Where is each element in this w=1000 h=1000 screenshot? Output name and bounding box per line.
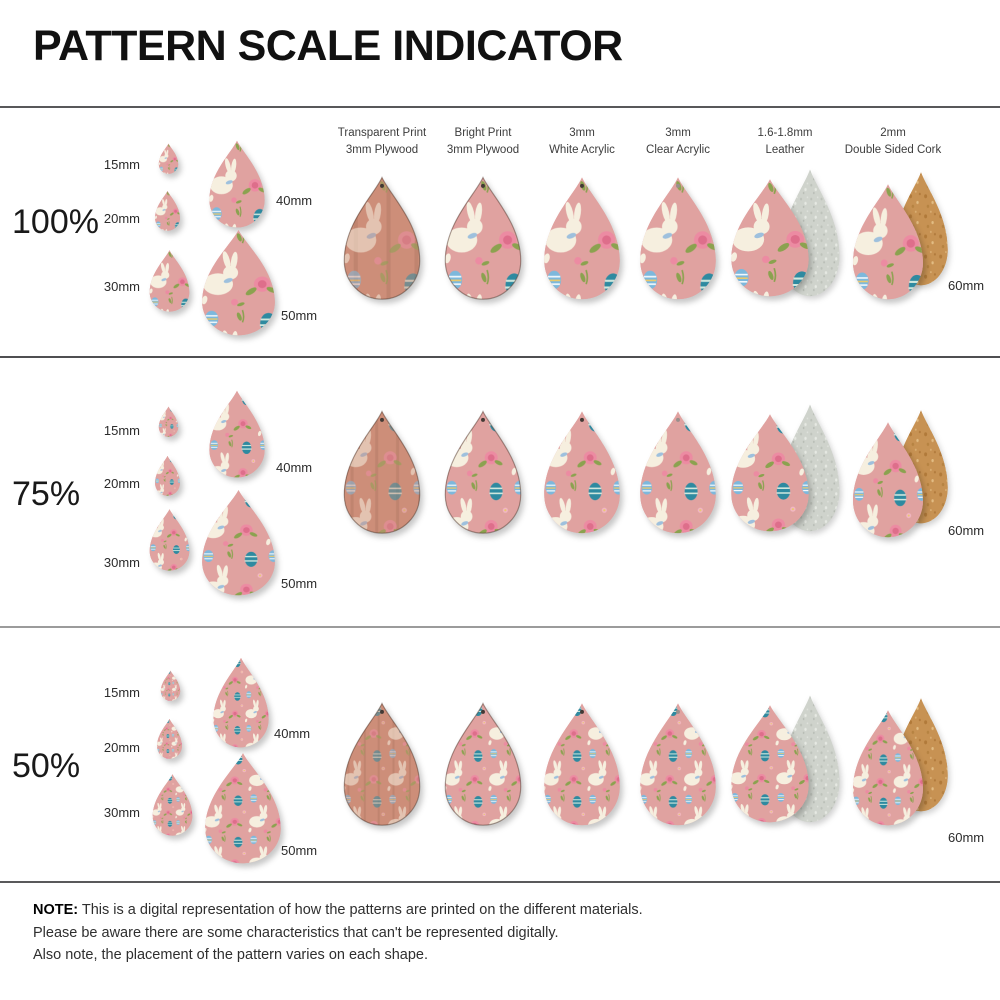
leather-drop-pair bbox=[728, 693, 853, 828]
size-label-30mm: 30mm bbox=[103, 279, 140, 294]
teardrop-white-acrylic bbox=[541, 701, 623, 826]
material-header-line2: 3mm Plywood bbox=[345, 143, 419, 156]
teardrop-leather-front bbox=[728, 177, 812, 297]
divider bbox=[0, 106, 1000, 108]
material-header-line2: Double Sided Cork bbox=[844, 143, 942, 156]
scale-label: 50% bbox=[12, 747, 81, 785]
note-text-1: This is a digital representation of how … bbox=[81, 902, 643, 918]
size-label-30mm: 30mm bbox=[103, 555, 140, 570]
material-header-leather: 1.6-1.8mm Leather bbox=[720, 125, 850, 158]
teardrop-15mm bbox=[158, 406, 179, 437]
material-header-transparent-plywood: Transparent Print 3mm Plywood bbox=[317, 125, 447, 158]
teardrop-transparent-plywood bbox=[341, 701, 423, 826]
divider bbox=[0, 626, 1000, 628]
teardrop-bright-plywood bbox=[442, 175, 524, 300]
teardrop-30mm bbox=[148, 249, 191, 312]
size-label-20mm: 20mm bbox=[103, 211, 140, 226]
material-header-line1: 3mm bbox=[665, 127, 691, 139]
size-label-40mm: 40mm bbox=[276, 460, 313, 475]
material-header-line1: Bright Print bbox=[454, 127, 512, 139]
cork-drop-pair bbox=[850, 696, 975, 831]
material-header-line2: Leather bbox=[765, 143, 805, 156]
size-label-50mm: 50mm bbox=[281, 576, 318, 591]
size-label-15mm: 15mm bbox=[103, 685, 140, 700]
size-label-40mm: 40mm bbox=[274, 726, 311, 741]
cork-drop-pair bbox=[850, 408, 975, 543]
material-header-bright-plywood: Bright Print 3mm Plywood bbox=[418, 125, 548, 158]
note-line-2: Please be aware there are some character… bbox=[33, 924, 559, 941]
teardrop-bright-plywood bbox=[442, 409, 524, 534]
size-label-40mm: 40mm bbox=[276, 193, 313, 208]
note: NOTE: This is a digital representation o… bbox=[33, 899, 643, 967]
teardrop-30mm bbox=[151, 773, 194, 836]
size-label-15mm: 15mm bbox=[103, 423, 140, 438]
teardrop-20mm bbox=[154, 190, 181, 231]
note-line-1: NOTE: This is a digital representation o… bbox=[33, 899, 643, 922]
teardrop-15mm bbox=[160, 670, 181, 701]
teardrop-50mm bbox=[199, 228, 278, 336]
material-header-cork: 2mm Double Sided Cork bbox=[828, 125, 958, 158]
material-header-line1: 2mm bbox=[880, 127, 906, 139]
teardrop-clear-acrylic bbox=[637, 175, 719, 300]
teardrop-15mm bbox=[158, 143, 179, 174]
note-label: NOTE: bbox=[33, 902, 79, 918]
teardrop-50mm bbox=[202, 751, 284, 864]
teardrop-40mm bbox=[211, 656, 271, 748]
material-header-line1: Transparent Print bbox=[337, 127, 427, 139]
material-header-line2: White Acrylic bbox=[549, 143, 615, 156]
divider bbox=[0, 881, 1000, 883]
size-label-20mm: 20mm bbox=[103, 476, 140, 491]
scale-row-100: 100% Transparent Print 3mm Plywood Brigh… bbox=[0, 107, 1000, 356]
teardrop-cork-front bbox=[850, 182, 926, 300]
page-title: PATTERN SCALE INDICATOR bbox=[33, 22, 623, 70]
material-header-line2: Clear Acrylic bbox=[646, 143, 710, 156]
note-line-3: Also note, the placement of the pattern … bbox=[33, 947, 428, 963]
teardrop-clear-acrylic bbox=[637, 409, 719, 534]
material-header-line2: 3mm Plywood bbox=[446, 143, 520, 156]
teardrop-white-acrylic bbox=[541, 409, 623, 534]
teardrop-leather-front bbox=[728, 703, 812, 823]
teardrop-clear-acrylic bbox=[637, 701, 719, 826]
size-label-20mm: 20mm bbox=[103, 740, 140, 755]
leather-drop-pair bbox=[728, 402, 853, 537]
size-label-60mm: 60mm bbox=[948, 523, 985, 538]
teardrop-transparent-plywood bbox=[341, 409, 423, 534]
size-label-60mm: 60mm bbox=[948, 278, 985, 293]
teardrop-50mm bbox=[199, 488, 278, 596]
material-header-line1: 3mm bbox=[569, 127, 595, 139]
scale-label: 75% bbox=[12, 475, 81, 513]
scale-row-50: 50% 15mm 20mm 30mm 40mm 50mm 60mm bbox=[0, 627, 1000, 881]
size-label-30mm: 30mm bbox=[103, 805, 140, 820]
divider bbox=[0, 356, 1000, 358]
teardrop-transparent-plywood bbox=[341, 175, 423, 300]
teardrop-bright-plywood bbox=[442, 701, 524, 826]
size-label-15mm: 15mm bbox=[103, 157, 140, 172]
size-label-50mm: 50mm bbox=[281, 843, 318, 858]
cork-drop-pair bbox=[850, 170, 975, 305]
size-label-50mm: 50mm bbox=[281, 308, 318, 323]
scale-row-75: 75% 15mm 20mm 30mm 40mm 50mm 60mm bbox=[0, 357, 1000, 626]
teardrop-leather-front bbox=[728, 412, 812, 532]
leather-drop-pair bbox=[728, 167, 853, 302]
material-header-line1: 1.6-1.8mm bbox=[757, 127, 813, 139]
teardrop-white-acrylic bbox=[541, 175, 623, 300]
scale-label: 100% bbox=[12, 203, 99, 241]
teardrop-20mm bbox=[154, 455, 181, 496]
material-header-clear-acrylic: 3mm Clear Acrylic bbox=[613, 125, 743, 158]
size-label-60mm: 60mm bbox=[948, 830, 985, 845]
teardrop-30mm bbox=[148, 508, 191, 571]
teardrop-40mm bbox=[207, 389, 267, 478]
teardrop-20mm bbox=[156, 718, 183, 759]
teardrop-cork-front bbox=[850, 420, 926, 538]
teardrop-cork-front bbox=[850, 708, 926, 826]
teardrop-40mm bbox=[207, 139, 267, 228]
material-header-white-acrylic: 3mm White Acrylic bbox=[517, 125, 647, 158]
